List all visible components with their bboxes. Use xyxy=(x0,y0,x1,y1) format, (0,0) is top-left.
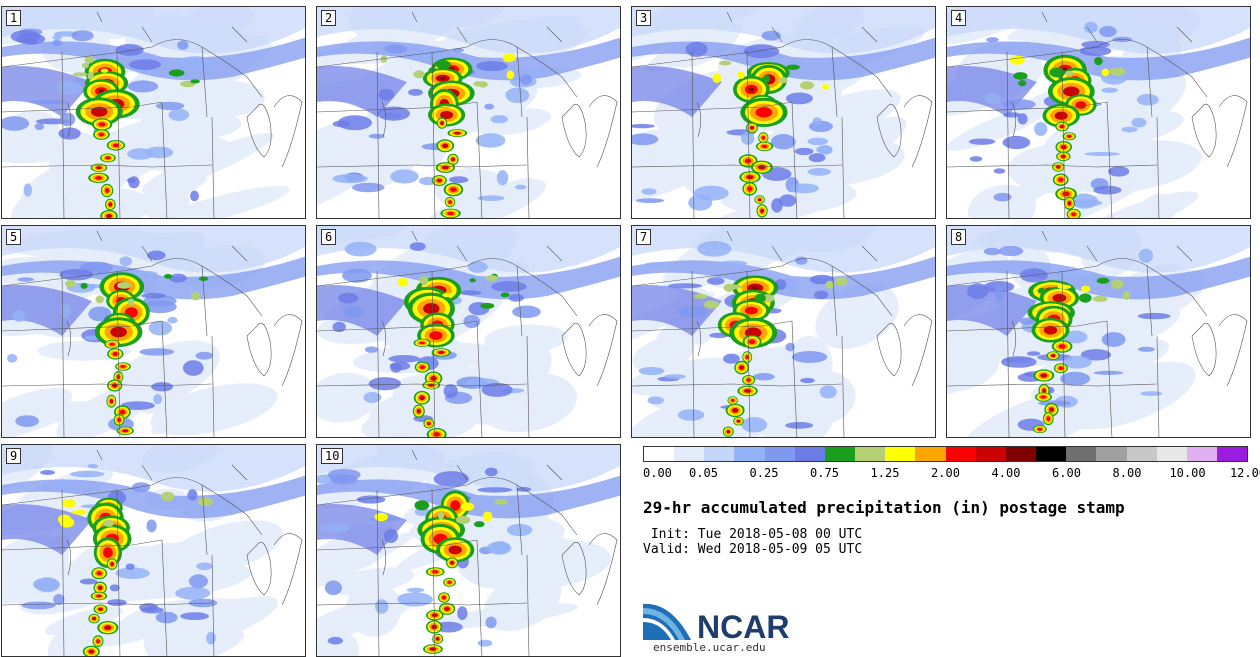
colorbar-segment xyxy=(1126,447,1157,461)
colorbar-segment xyxy=(1005,447,1037,461)
colorbar-segment xyxy=(885,447,916,461)
colorbar-segment xyxy=(1156,447,1187,461)
map-panel-7: 7 xyxy=(631,225,936,438)
precipitation-map xyxy=(632,7,935,218)
panel-number: 2 xyxy=(321,10,337,26)
map-panel-6: 6 xyxy=(316,225,621,438)
panel-number: 9 xyxy=(6,448,22,464)
colorbar-tick-label: 0.00 xyxy=(643,466,672,480)
precipitation-map xyxy=(2,445,305,656)
colorbar-segment xyxy=(855,447,886,461)
colorbar-segment xyxy=(1066,447,1097,461)
colorbar-segment xyxy=(915,447,946,461)
colorbar-tick-label: 8.00 xyxy=(1112,466,1142,480)
panel-number: 10 xyxy=(321,448,344,464)
colorbar-segment xyxy=(674,447,705,461)
colorbar-tick-label: 2.00 xyxy=(931,466,960,480)
colorbar-tick-label: 10.00 xyxy=(1169,466,1206,480)
colorbar-segment xyxy=(824,447,856,461)
colorbar-tick-label: 0.05 xyxy=(689,466,718,480)
colorbar-tick-label: 1.25 xyxy=(870,466,900,480)
colorbar-segment xyxy=(734,447,765,461)
colorbar-tick-label: 12.00 xyxy=(1229,466,1260,480)
colorbar-tick-label: 0.25 xyxy=(749,466,779,480)
colorbar-segment xyxy=(1216,447,1248,461)
map-panel-4: 4 xyxy=(946,6,1251,219)
map-panel-3: 3 xyxy=(631,6,936,219)
colorbar-segment xyxy=(644,447,675,461)
precipitation-map xyxy=(317,226,620,437)
colorbar-segment xyxy=(1036,447,1067,461)
colorbar-segment xyxy=(704,447,735,461)
precipitation-map xyxy=(2,226,305,437)
panel-number: 1 xyxy=(6,10,22,26)
panel-number: 3 xyxy=(636,10,652,26)
precipitation-map xyxy=(947,7,1250,218)
map-panel-10: 10 xyxy=(316,444,621,657)
colorbar-segment xyxy=(764,447,795,461)
init-time: Init: Tue 2018-05-08 00 UTC xyxy=(643,527,863,542)
colorbar-tick-label: 6.00 xyxy=(1052,466,1081,480)
valid-time: Valid: Wed 2018-05-09 05 UTC xyxy=(643,542,863,557)
ncar-logo-text: NCAR xyxy=(697,609,789,642)
ncar-logo: NCAR xyxy=(643,603,789,642)
colorbar-tick-label: 4.00 xyxy=(991,466,1021,480)
precipitation-map xyxy=(2,7,305,218)
precipitation-map xyxy=(632,226,935,437)
panel-number: 6 xyxy=(321,229,337,245)
colorbar-segment xyxy=(945,447,976,461)
panel-number: 7 xyxy=(636,229,652,245)
precipitation-colorbar xyxy=(643,446,1248,462)
precipitation-map xyxy=(317,445,620,656)
colorbar-segment xyxy=(794,447,825,461)
map-panel-8: 8 xyxy=(946,225,1251,438)
map-panel-5: 5 xyxy=(1,225,306,438)
website-url: ensemble.ucar.edu xyxy=(653,641,766,654)
panel-number: 5 xyxy=(6,229,22,245)
precipitation-map xyxy=(947,226,1250,437)
colorbar-segment xyxy=(1186,447,1217,461)
figure-title: 29-hr accumulated precipitation (in) pos… xyxy=(643,498,1125,517)
map-panel-9: 9 xyxy=(1,444,306,657)
colorbar-segment xyxy=(975,447,1006,461)
colorbar-tick-label: 0.75 xyxy=(810,466,839,480)
panel-number: 8 xyxy=(951,229,967,245)
precipitation-map xyxy=(317,7,620,218)
colorbar-segment xyxy=(1096,447,1127,461)
panel-number: 4 xyxy=(951,10,967,26)
map-panel-2: 2 xyxy=(316,6,621,219)
map-panel-1: 1 xyxy=(1,6,306,219)
